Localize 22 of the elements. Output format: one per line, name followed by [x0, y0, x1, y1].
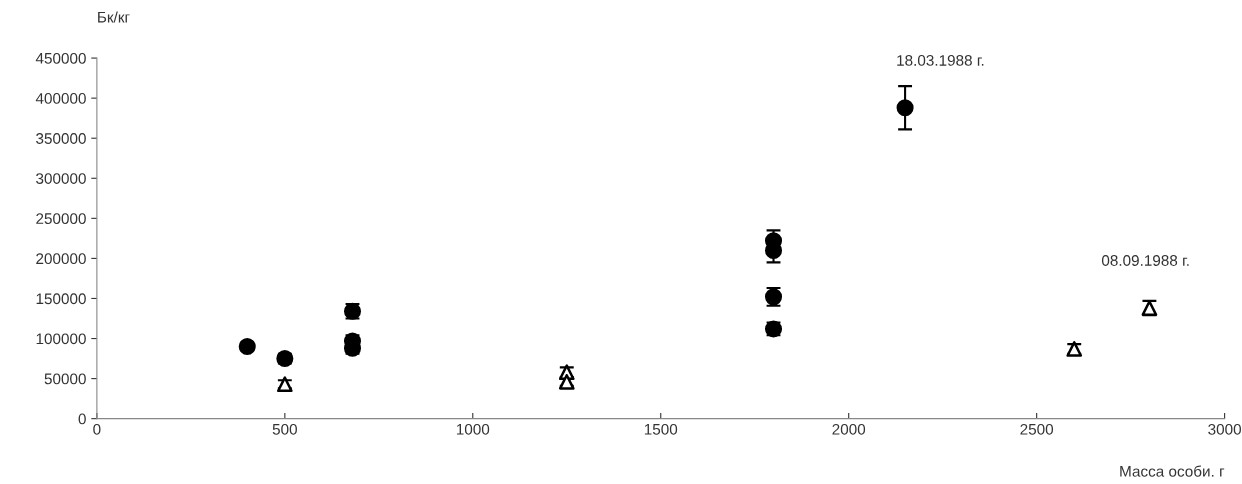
- y-tick-label: 0: [78, 413, 86, 425]
- x-tick-label: 0: [93, 423, 101, 435]
- annotation: 08.09.1988 г.: [1101, 255, 1189, 266]
- y-tick-label: 50000: [44, 373, 86, 385]
- y-axis-title: Бк/кг: [98, 11, 130, 23]
- x-tick-label: 1500: [644, 423, 678, 435]
- x-tick-label: 3000: [1208, 423, 1242, 435]
- y-tick-label: 400000: [35, 93, 86, 104]
- annotation: 18.03.1988 г.: [897, 54, 984, 66]
- y-tick-label: 250000: [36, 213, 86, 225]
- y-tick-label: 100000: [36, 333, 86, 345]
- x-tick-label: 2000: [832, 423, 866, 435]
- x-tick-label: 500: [272, 423, 297, 435]
- y-tick-label: 300000: [36, 173, 86, 184]
- x-tick-label: 1000: [456, 423, 490, 435]
- point: [896, 99, 914, 117]
- y-tick-label: 450000: [35, 52, 86, 64]
- y-tick-label: 200000: [36, 253, 86, 265]
- y-tick-label: 150000: [36, 293, 86, 305]
- x-axis-title: Масса особи. г: [1120, 465, 1225, 477]
- y-tick-label: 350000: [36, 133, 86, 144]
- x-tick-label: 2500: [1020, 423, 1054, 435]
